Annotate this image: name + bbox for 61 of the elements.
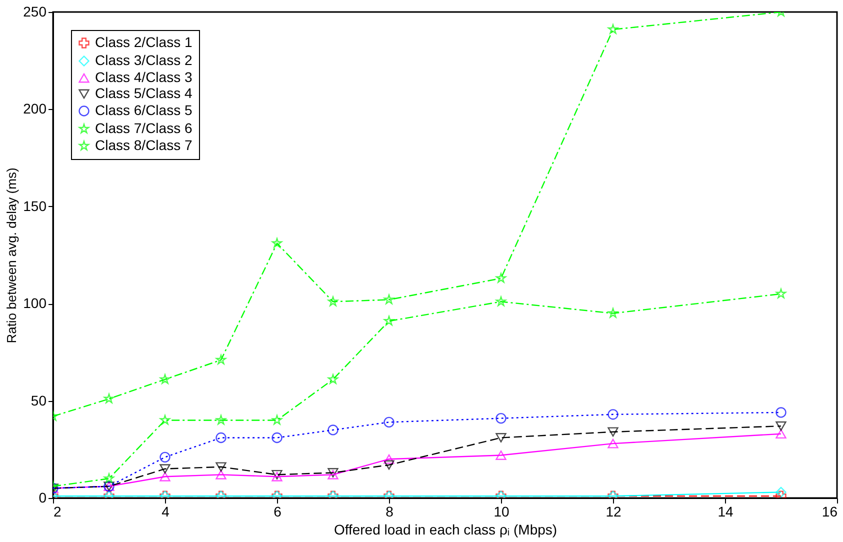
point: [104, 394, 114, 404]
y-tick-label: 0: [38, 490, 47, 506]
point: [272, 414, 282, 425]
x-tick-label: 16: [822, 504, 838, 520]
y-tick-label: 200: [23, 100, 47, 117]
x-tick-label: 4: [162, 504, 170, 520]
point: [328, 424, 338, 436]
point: [776, 288, 786, 298]
x-tick-label: 14: [718, 504, 734, 520]
point: [216, 432, 226, 444]
point: [496, 412, 506, 424]
point: [160, 374, 170, 384]
legend-label: Class 5/Class 4: [95, 85, 192, 101]
point: [384, 294, 394, 304]
x-tick-label: 10: [494, 504, 510, 520]
point: [216, 462, 226, 472]
point: [160, 414, 170, 425]
y-axis-title: Ratio between avg. delay (ms): [4, 168, 20, 344]
point: [608, 427, 618, 437]
y-tick-label: 50: [30, 392, 47, 408]
point: [608, 409, 618, 420]
x-tick-label: 8: [386, 504, 394, 520]
point: [272, 432, 282, 444]
point: [216, 414, 226, 425]
point: [776, 429, 786, 439]
point: [104, 473, 114, 483]
legend-label: Class 2/Class 1: [95, 34, 192, 50]
y-tick-label: 250: [23, 4, 47, 20]
legend-label: Class 6/Class 5: [95, 102, 192, 118]
y-tick-label: 100: [23, 295, 47, 312]
point: [496, 296, 506, 306]
x-tick-label: 6: [274, 504, 282, 520]
point: [496, 272, 506, 283]
x-tick-label: 12: [606, 504, 622, 520]
x-tick-label: 2: [54, 504, 62, 520]
legend-label: Class 7/Class 6: [95, 120, 192, 136]
point: [496, 433, 506, 442]
point: [384, 460, 394, 470]
legend-label: Class 4/Class 3: [95, 69, 192, 85]
point: [608, 308, 618, 318]
point: [216, 354, 226, 364]
point: [216, 470, 226, 480]
point: [384, 416, 394, 428]
point: [160, 452, 170, 463]
point: [328, 374, 338, 384]
point: [272, 238, 282, 248]
point: [384, 316, 394, 326]
point: [160, 464, 170, 474]
y-tick-label: 150: [23, 198, 47, 214]
point: [160, 472, 170, 482]
point: [776, 407, 786, 418]
point: [328, 296, 338, 306]
point: [384, 454, 394, 464]
legend-label: Class 3/Class 2: [95, 52, 192, 68]
x-axis-title: Offered load in each class ρᵢ (Mbps): [334, 522, 558, 538]
legend-label: Class 8/Class 7: [95, 137, 192, 153]
point: [776, 421, 786, 431]
point: [496, 450, 506, 460]
point: [608, 24, 618, 34]
point: [608, 438, 618, 448]
point: [776, 486, 786, 498]
